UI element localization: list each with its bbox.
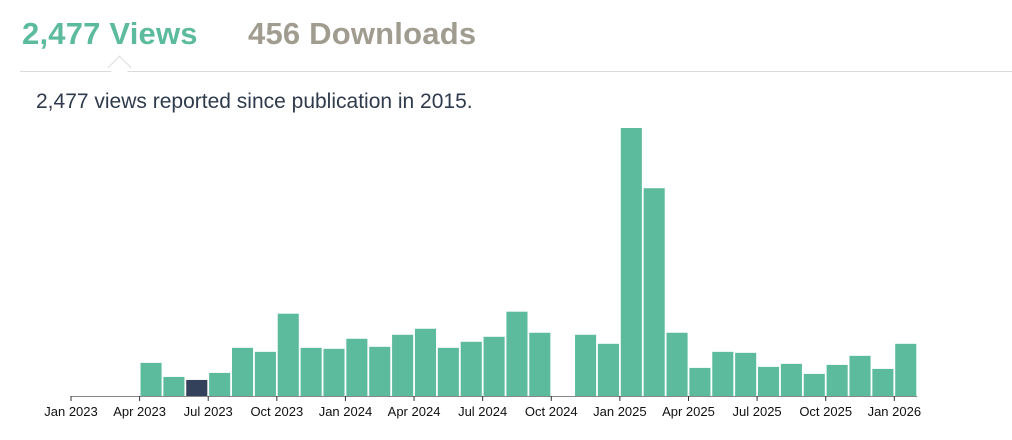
bar-sep-2024[interactable] [529,332,551,396]
bar-jan-2024[interactable] [346,338,368,396]
bar-aug-2023[interactable] [231,347,254,396]
bar-aug-2024[interactable] [506,311,528,396]
bar-sep-2023[interactable] [254,351,276,396]
chart-bars [140,128,917,396]
views-summary-text: 2,477 views reported since publication i… [36,90,473,113]
bar-jun-2024[interactable] [460,341,482,396]
x-tick-label: Jul 2025 [733,404,782,419]
x-tick-label: Jan 2026 [868,404,922,419]
bar-may-2023[interactable] [163,376,185,396]
bar-jul-2024[interactable] [483,336,505,396]
bar-may-2025[interactable] [712,351,734,396]
x-tick-label: Apr 2023 [113,404,166,419]
x-tick-label: Jan 2023 [44,404,98,419]
tab-divider [20,71,1012,72]
x-tick-label: Apr 2025 [662,404,715,419]
bar-dec-2024[interactable] [597,343,619,396]
bar-nov-2024[interactable] [575,334,597,396]
bar-dec-2025[interactable] [872,368,894,396]
bar-jan-2025[interactable] [620,128,642,396]
bar-feb-2025[interactable] [643,188,665,396]
bar-oct-2025[interactable] [826,364,848,396]
bar-dec-2023[interactable] [323,348,345,396]
bar-apr-2023[interactable] [140,362,162,396]
x-tick-label: Jan 2024 [319,404,373,419]
tab-downloads[interactable]: 456 Downloads [248,16,477,51]
bar-aug-2025[interactable] [780,363,802,396]
x-tick-label: Jan 2025 [593,404,647,419]
tab-views[interactable]: 2,477 Views [22,16,198,51]
bar-jun-2025[interactable] [735,352,757,396]
x-tick-label: Apr 2024 [388,404,441,419]
x-tick-label: Oct 2023 [250,404,303,419]
bar-jul-2023[interactable] [209,372,231,396]
bar-mar-2024[interactable] [392,334,414,396]
bar-mar-2025[interactable] [666,332,688,396]
x-tick-label: Jul 2023 [184,404,233,419]
x-tick-label: Oct 2025 [799,404,852,419]
bar-jul-2025[interactable] [758,366,780,396]
x-tick-label: Oct 2024 [525,404,578,419]
bar-apr-2024[interactable] [414,328,437,396]
bar-jan-2026[interactable] [895,343,917,396]
tab-bar: 2,477 Views 456 Downloads [20,0,1012,80]
bar-oct-2023[interactable] [277,313,299,396]
bar-feb-2024[interactable] [369,346,391,396]
bar-may-2024[interactable] [437,347,459,396]
bar-apr-2025[interactable] [689,367,711,396]
bar-jun-2023[interactable] [186,379,208,396]
x-tick-label: Jul 2024 [458,404,507,419]
bar-nov-2023[interactable] [300,347,322,396]
bar-sep-2025[interactable] [803,373,825,396]
x-axis-ticks: Jan 2023 Apr 2023 Jul 2023 Oct 2023 Jan 2024… [44,396,921,419]
bar-nov-2025[interactable] [849,355,871,396]
